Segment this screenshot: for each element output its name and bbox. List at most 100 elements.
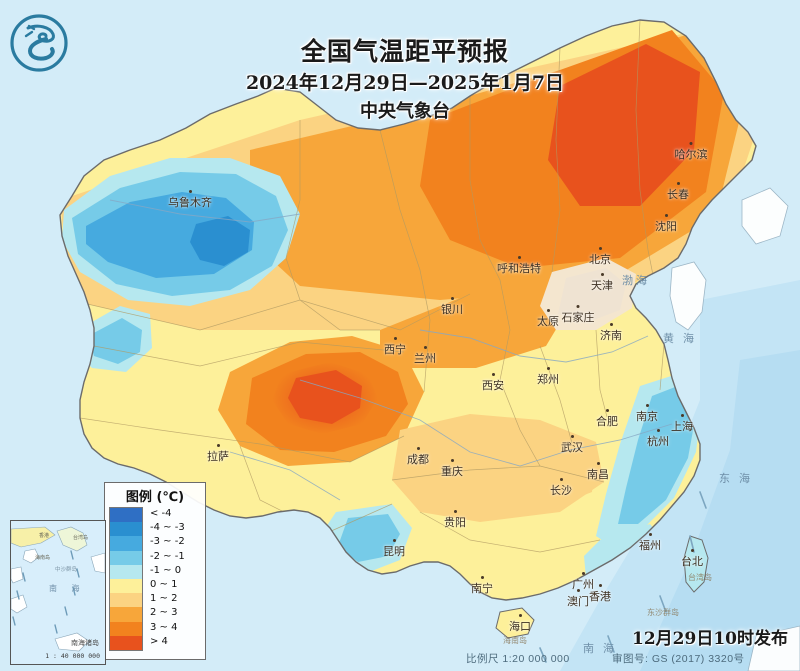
city-marker-dot xyxy=(689,142,693,145)
city-marker-dot xyxy=(546,309,550,312)
hainan-island xyxy=(495,607,535,639)
city-marker-dot xyxy=(648,533,652,536)
city-label-海口: 海口 xyxy=(509,614,531,634)
city-label-广州: 广州 xyxy=(572,572,594,592)
city-name-text: 武汉 xyxy=(561,441,583,454)
city-label-贵阳: 贵阳 xyxy=(444,510,466,530)
city-name-text: 郑州 xyxy=(537,373,559,386)
city-name-text: 合肥 xyxy=(596,415,618,428)
city-name-text: 呼和浩特 xyxy=(497,262,541,275)
city-name-text: 广州 xyxy=(572,578,594,591)
legend-label-1: -4 ~ -3 xyxy=(150,522,185,534)
neighbouring-land xyxy=(669,187,800,671)
city-marker-dot xyxy=(664,214,668,217)
city-name-text: 长春 xyxy=(667,188,689,201)
svg-text:香港: 香港 xyxy=(39,532,49,539)
city-name-text: 兰州 xyxy=(414,352,436,365)
south-china-sea-dashes xyxy=(539,491,707,663)
inset-map-scale: 1 : 40 000 000 xyxy=(45,652,100,660)
city-label-澳门: 澳门 xyxy=(567,589,589,609)
map-scale-text: 比例尺 1:20 000 000 xyxy=(466,653,570,665)
city-label-昆明: 昆明 xyxy=(383,539,405,559)
city-marker-dot xyxy=(656,429,660,432)
legend-label-8: 3 ~ 4 xyxy=(150,621,178,633)
legend-label-2: -3 ~ -2 xyxy=(150,536,185,548)
city-marker-dot xyxy=(645,404,649,407)
city-marker-dot xyxy=(453,510,457,513)
legend-swatch-6 xyxy=(110,593,142,608)
city-marker-dot xyxy=(188,190,192,193)
city-marker-dot xyxy=(450,297,454,300)
sea-label-渤海: 渤海 xyxy=(622,275,650,287)
city-marker-dot xyxy=(600,273,604,276)
sea-label-东海: 东 海 xyxy=(718,473,754,485)
island-label-东沙群岛: 东沙群岛 xyxy=(647,608,679,617)
city-label-福州: 福州 xyxy=(639,533,661,553)
legend-color-bar xyxy=(109,507,143,651)
city-label-西宁: 西宁 xyxy=(384,337,406,357)
legend-swatch-1 xyxy=(110,522,142,537)
city-marker-dot xyxy=(559,478,563,481)
inset-map-title: 南海诸岛 xyxy=(71,640,99,647)
legend-panel: 图例 (℃) < -4 -4 ~ -3 -3 ~ -2 -2 ~ -1 -1 ~ 0 0 … xyxy=(104,482,206,660)
city-label-合肥: 合肥 xyxy=(596,409,618,429)
city-marker-dot xyxy=(518,614,522,617)
rivers xyxy=(109,199,673,501)
city-marker-dot xyxy=(690,549,694,552)
city-marker-dot xyxy=(576,589,580,592)
legend-swatch-3 xyxy=(110,550,142,565)
legend-labels: < -4 -4 ~ -3 -3 ~ -2 -2 ~ -1 -1 ~ 0 0 ~ 1 1 ~ … xyxy=(143,507,201,651)
legend-title: 图例 (℃) xyxy=(125,490,185,505)
city-name-text: 长沙 xyxy=(550,484,572,497)
city-marker-dot xyxy=(570,435,574,438)
city-marker-dot xyxy=(680,414,684,417)
city-marker-dot xyxy=(450,459,454,462)
city-marker-dot xyxy=(598,584,602,587)
svg-text:南 海: 南 海 xyxy=(49,583,86,593)
legend-label-0: < -4 xyxy=(150,508,172,519)
sea-label-黄海: 黄 海 xyxy=(662,333,698,345)
city-marker-dot xyxy=(546,367,550,370)
city-name-text: 天津 xyxy=(591,279,613,292)
city-label-南宁: 南宁 xyxy=(471,576,493,596)
island-label-海南岛: 海南岛 xyxy=(503,636,527,645)
city-label-太原: 太原 xyxy=(537,309,559,329)
city-name-text: 台北 xyxy=(681,555,703,568)
city-marker-dot xyxy=(676,182,680,185)
legend-label-4: -1 ~ 0 xyxy=(150,564,182,576)
city-name-text: 海口 xyxy=(509,620,531,633)
city-name-text: 重庆 xyxy=(441,465,463,478)
city-marker-dot xyxy=(491,373,495,376)
legend-label-9: > 4 xyxy=(150,635,168,647)
city-label-杭州: 杭州 xyxy=(647,429,669,449)
legend-swatch-0 xyxy=(110,508,142,523)
city-marker-dot xyxy=(609,323,613,326)
city-label-呼和浩特: 呼和浩特 xyxy=(497,256,541,276)
svg-text:中沙群岛: 中沙群岛 xyxy=(55,565,78,573)
city-marker-dot xyxy=(598,247,602,250)
city-name-text: 拉萨 xyxy=(207,450,229,463)
city-label-长春: 长春 xyxy=(667,182,689,202)
city-label-南昌: 南昌 xyxy=(587,462,609,482)
svg-text:台湾岛: 台湾岛 xyxy=(73,534,88,541)
city-name-text: 哈尔滨 xyxy=(674,148,708,161)
city-label-南京: 南京 xyxy=(636,404,658,424)
city-name-text: 沈阳 xyxy=(655,220,677,233)
city-name-text: 银川 xyxy=(441,303,463,316)
city-marker-dot xyxy=(423,346,427,349)
city-name-text: 上海 xyxy=(671,420,693,433)
city-name-text: 杭州 xyxy=(647,435,669,448)
city-label-乌鲁木齐: 乌鲁木齐 xyxy=(168,190,212,210)
legend-label-5: 0 ~ 1 xyxy=(150,578,178,590)
city-name-text: 南宁 xyxy=(471,582,493,595)
city-name-text: 济南 xyxy=(600,329,622,342)
city-label-成都: 成都 xyxy=(407,447,429,467)
city-label-北京: 北京 xyxy=(589,247,611,267)
city-marker-dot xyxy=(392,539,396,542)
legend-swatch-8 xyxy=(110,621,142,636)
south-china-sea-inset-map: 南 海 中沙群岛 海南岛 台湾岛 香港 南海诸岛 1 : 40 000 000 xyxy=(10,520,106,665)
map-approval-number: 审图号: GS (2017) 3320号 xyxy=(612,653,745,665)
cma-dragon-logo xyxy=(10,14,68,72)
city-label-哈尔滨: 哈尔滨 xyxy=(675,142,708,162)
